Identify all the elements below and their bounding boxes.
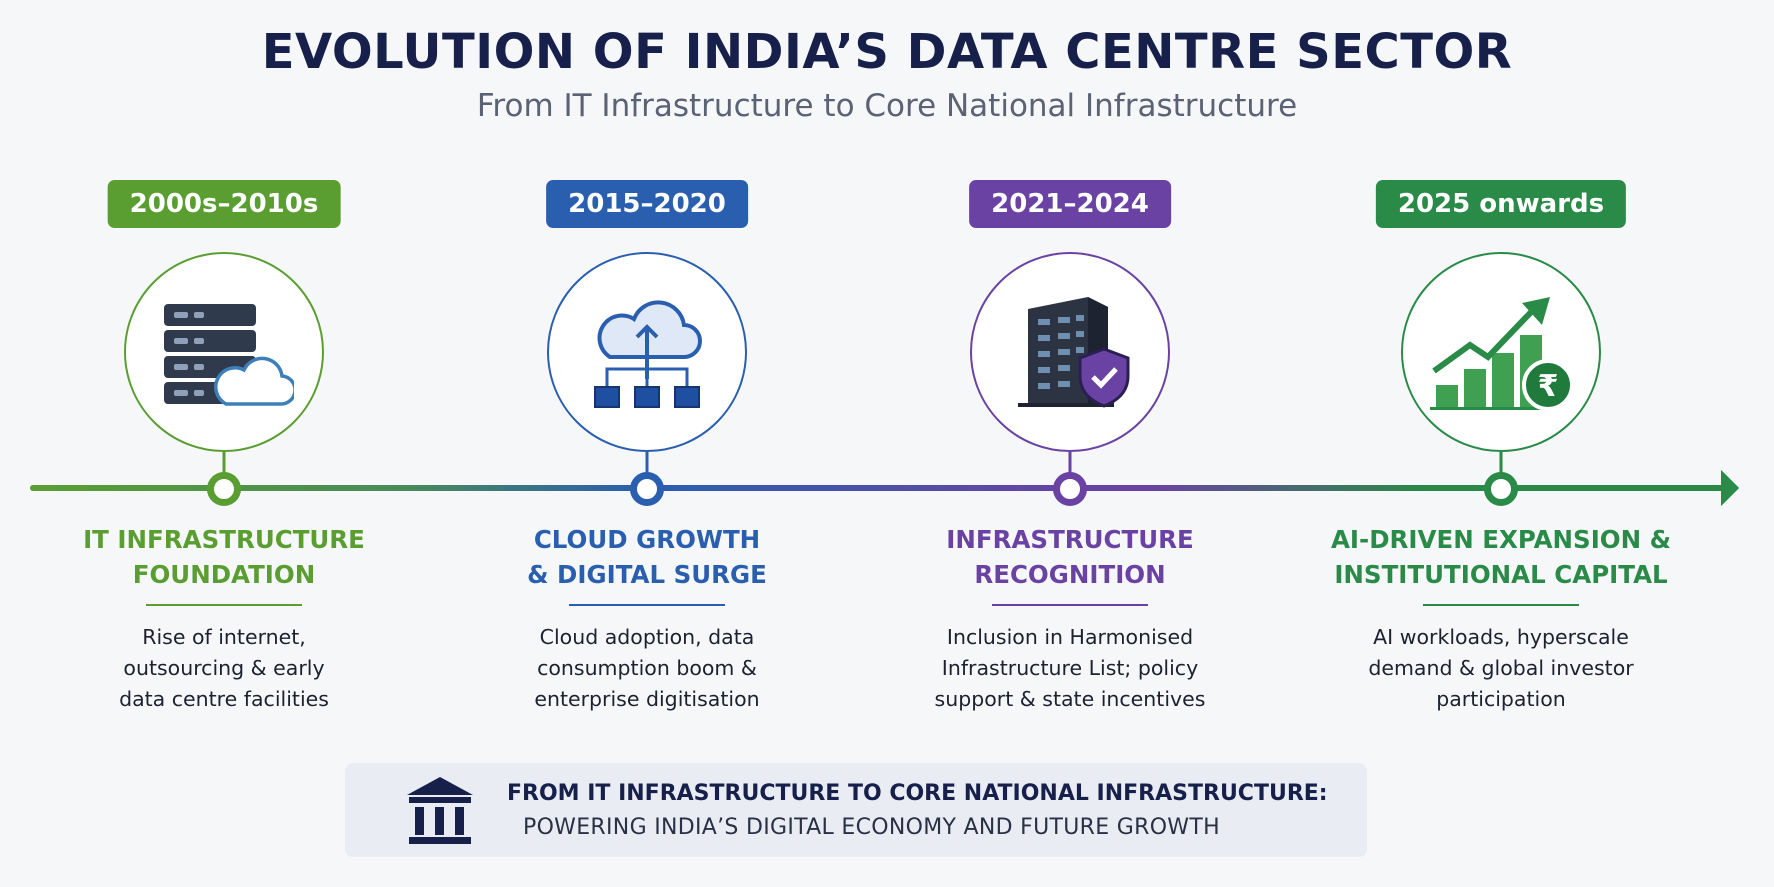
stage-title-line: RECOGNITION xyxy=(974,560,1166,589)
timeline-node xyxy=(207,472,241,506)
stage-title: AI-DRIVEN EXPANSION & INSTITUTIONAL CAPI… xyxy=(1311,522,1691,592)
stage-description-line: Cloud adoption, data xyxy=(539,625,755,649)
stage-connector xyxy=(1068,452,1072,476)
banner-subline: POWERING INDIA’S DIGITAL ECONOMY AND FUT… xyxy=(523,815,1220,840)
stage-description: Cloud adoption, data consumption boom & … xyxy=(477,622,817,715)
stage-description-line: Rise of internet, xyxy=(142,625,306,649)
stage-title-line: & DIGITAL SURGE xyxy=(527,560,767,589)
timeline-node xyxy=(1053,472,1087,506)
stage-title-line: INSTITUTIONAL CAPITAL xyxy=(1334,560,1668,589)
stage-description-line: Infrastructure List; policy xyxy=(941,656,1199,680)
stage-divider xyxy=(1423,604,1579,606)
svg-text:₹: ₹ xyxy=(1538,369,1559,404)
stage-title: INFRASTRUCTURE RECOGNITION xyxy=(880,522,1260,592)
stage-description: Inclusion in Harmonised Infrastructure L… xyxy=(900,622,1240,715)
growth-chart-rupee-icon: ₹ xyxy=(1401,252,1601,452)
summary-banner: FROM IT INFRASTRUCTURE TO CORE NATIONAL … xyxy=(345,763,1367,857)
stage-period-badge: 2021–2024 xyxy=(969,180,1171,228)
stage-description-line: enterprise digitisation xyxy=(534,687,760,711)
stage-description-line: Inclusion in Harmonised xyxy=(946,625,1194,649)
stage-description-line: AI workloads, hyperscale xyxy=(1373,625,1629,649)
stage-divider xyxy=(146,604,302,606)
stage-description: Rise of internet, outsourcing & early da… xyxy=(54,622,394,715)
stage-title: IT INFRASTRUCTURE FOUNDATION xyxy=(34,522,414,592)
stage-description: AI workloads, hyperscale demand & global… xyxy=(1331,622,1671,715)
stage-title-line: AI-DRIVEN EXPANSION & xyxy=(1330,525,1672,554)
timeline-node xyxy=(1484,472,1518,506)
institution-building-icon xyxy=(405,775,475,851)
cloud-network-icon xyxy=(547,252,747,452)
stage-title-line: FOUNDATION xyxy=(132,560,316,589)
stage-description-line: outsourcing & early xyxy=(123,656,325,680)
stage-title-line: INFRASTRUCTURE xyxy=(946,525,1194,554)
stage-description-line: consumption boom & xyxy=(537,656,757,680)
stage-description-line: data centre facilities xyxy=(119,687,329,711)
stage-period-badge: 2000s–2010s xyxy=(107,180,341,228)
stage-description-line: participation xyxy=(1436,687,1566,711)
stage-title-line: IT INFRASTRUCTURE xyxy=(83,525,365,554)
stage-connector xyxy=(222,452,226,476)
stage-title-line: CLOUD GROWTH xyxy=(533,525,761,554)
stage-description-line: demand & global investor xyxy=(1368,656,1634,680)
stage-period-badge: 2025 onwards xyxy=(1375,180,1627,228)
stage-divider xyxy=(569,604,725,606)
page-title: EVOLUTION OF INDIA’S DATA CENTRE SECTOR xyxy=(261,24,1513,80)
stage-connector xyxy=(1499,452,1503,476)
building-shield-icon xyxy=(970,252,1170,452)
timeline-node xyxy=(630,472,664,506)
stage-title: CLOUD GROWTH & DIGITAL SURGE xyxy=(457,522,837,592)
server-cloud-icon xyxy=(124,252,324,452)
stage-period-badge: 2015–2020 xyxy=(546,180,748,228)
page-subtitle: From IT Infrastructure to Core National … xyxy=(476,88,1298,124)
stage-divider xyxy=(992,604,1148,606)
stage-description-line: support & state incentives xyxy=(934,687,1206,711)
banner-headline: FROM IT INFRASTRUCTURE TO CORE NATIONAL … xyxy=(507,781,1328,806)
stage-connector xyxy=(645,452,649,476)
